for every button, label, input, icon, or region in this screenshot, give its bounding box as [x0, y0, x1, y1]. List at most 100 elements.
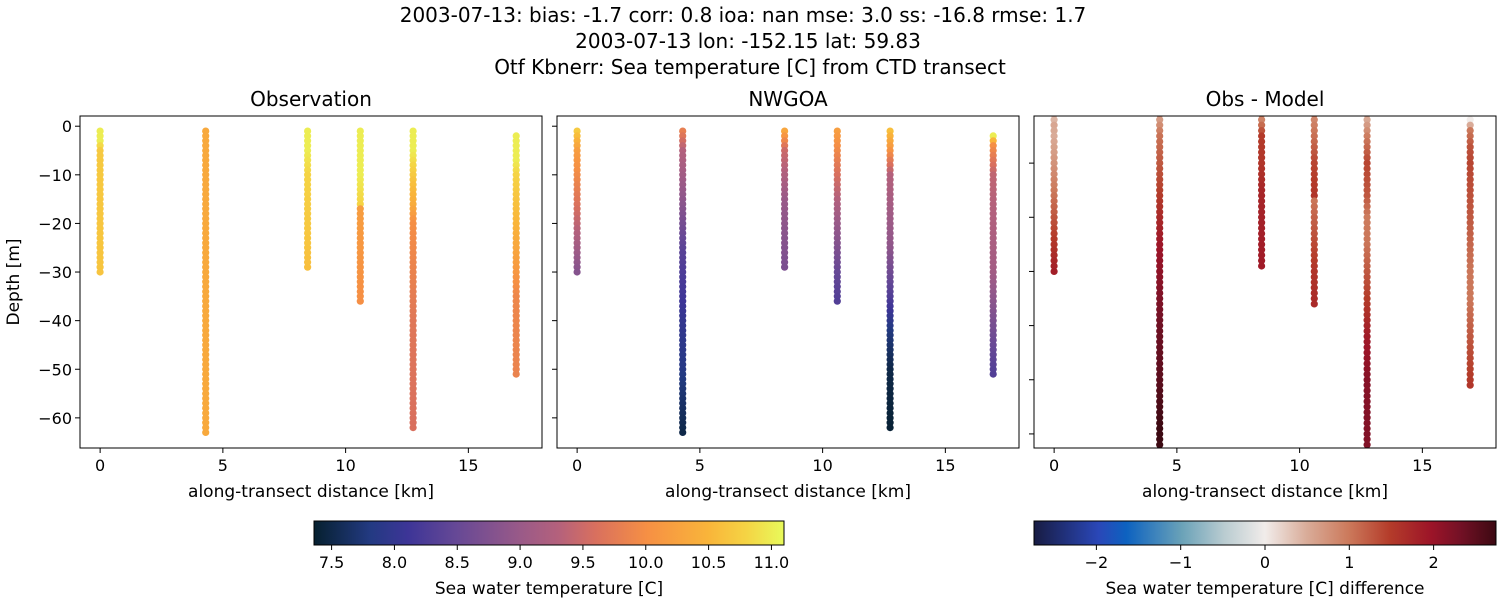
panel-title-observation: Observation — [250, 87, 372, 111]
data-point-station-5 — [1363, 262, 1371, 270]
data-point-station-4 — [1310, 273, 1318, 281]
data-point-station-2 — [1156, 235, 1164, 243]
x-tick-label: 15 — [1412, 456, 1432, 475]
data-point-station-2 — [1156, 430, 1164, 438]
data-point-station-6 — [1466, 376, 1474, 384]
data-point-station-2 — [1156, 164, 1164, 173]
data-point-station-2 — [1156, 327, 1164, 335]
data-point-station-2 — [1156, 300, 1164, 308]
x-tick-label: 15 — [935, 456, 955, 475]
data-point-station-2 — [1156, 143, 1164, 151]
data-point-station-6 — [1466, 170, 1474, 178]
data-point-station-2 — [1156, 387, 1164, 395]
data-point-station-4 — [1310, 240, 1318, 248]
data-point-station-2 — [1156, 257, 1164, 265]
data-point-station-5 — [1363, 246, 1371, 254]
data-point-station-2 — [1156, 441, 1164, 448]
data-point-station-1 — [1050, 208, 1058, 216]
data-point-station-6 — [1466, 164, 1474, 173]
data-point-station-2 — [679, 428, 687, 436]
data-point-station-5 — [1363, 208, 1371, 216]
data-point-station-5 — [1363, 148, 1371, 156]
data-point-station-6 — [1466, 251, 1474, 259]
data-point-station-6 — [1466, 349, 1474, 357]
data-point-station-6 — [1466, 208, 1474, 216]
colorbar-tick-label: 0 — [1260, 553, 1270, 572]
data-point-station-6 — [1466, 219, 1474, 227]
x-tick-label: 5 — [1172, 456, 1182, 475]
y-tick-label: −60 — [38, 409, 72, 428]
data-point-station-1 — [1050, 143, 1058, 151]
data-point-station-6 — [512, 370, 520, 378]
data-point-station-2 — [1156, 213, 1164, 221]
data-point-station-2 — [1156, 246, 1164, 254]
data-point-station-2 — [1156, 392, 1164, 400]
x-tick-label: 5 — [695, 456, 705, 475]
data-point-station-6 — [1466, 359, 1474, 368]
data-point-station-3 — [1258, 213, 1266, 221]
x-tick-label: 5 — [218, 456, 228, 475]
data-point-station-5 — [1363, 311, 1371, 319]
data-point-station-2 — [1156, 354, 1164, 362]
data-point-station-4 — [1310, 235, 1318, 243]
data-point-station-1 — [1050, 262, 1058, 270]
data-point-station-3 — [1258, 229, 1266, 238]
data-point-station-2 — [1156, 419, 1164, 427]
data-point-station-3 — [304, 263, 312, 271]
data-point-station-1 — [96, 268, 104, 276]
y-tick-label: −50 — [38, 360, 72, 379]
data-point-station-6 — [1466, 186, 1474, 194]
data-point-station-6 — [1466, 240, 1474, 248]
data-point-station-4 — [1310, 219, 1318, 227]
data-point-station-5 — [1363, 294, 1371, 303]
data-point-station-6 — [1466, 192, 1474, 200]
data-point-station-6 — [1466, 257, 1474, 265]
data-point-station-3 — [1258, 116, 1266, 124]
data-point-station-5 — [1363, 419, 1371, 427]
scatter-points — [573, 127, 997, 436]
data-point-station-1 — [1050, 148, 1058, 156]
data-point-station-6 — [1466, 338, 1474, 346]
data-point-station-2 — [1156, 414, 1164, 422]
data-point-station-2 — [1156, 311, 1164, 319]
data-point-station-2 — [1156, 197, 1164, 205]
data-point-station-1 — [1050, 251, 1058, 259]
data-point-station-6 — [1466, 300, 1474, 308]
data-point-station-5 — [1363, 338, 1371, 346]
data-point-station-5 — [1363, 273, 1371, 281]
data-point-station-6 — [1466, 289, 1474, 297]
data-point-station-1 — [573, 268, 581, 276]
data-point-station-3 — [1258, 257, 1266, 265]
scatter-points — [96, 127, 520, 436]
data-point-station-5 — [1363, 154, 1371, 162]
x-tick-label: 10 — [335, 456, 355, 475]
data-point-station-2 — [1156, 332, 1164, 340]
data-point-station-2 — [1156, 121, 1164, 129]
data-point-station-3 — [1258, 197, 1266, 205]
x-tick-label: 0 — [95, 456, 105, 475]
data-point-station-6 — [1466, 311, 1474, 319]
data-point-station-3 — [1258, 202, 1266, 210]
data-point-station-4 — [1310, 197, 1318, 205]
data-point-station-5 — [1363, 251, 1371, 259]
data-point-station-6 — [1466, 235, 1474, 243]
data-point-station-3 — [1258, 148, 1266, 156]
data-point-station-5 — [1363, 349, 1371, 357]
data-point-station-2 — [1156, 322, 1164, 330]
data-point-station-6 — [1466, 202, 1474, 210]
data-point-station-6 — [1466, 365, 1474, 373]
x-tick-label: 0 — [1049, 456, 1059, 475]
data-point-station-2 — [1156, 365, 1164, 373]
data-point-station-5 — [886, 424, 894, 432]
data-point-station-4 — [1310, 208, 1318, 216]
data-point-station-5 — [1363, 229, 1371, 238]
data-point-station-2 — [1156, 408, 1164, 416]
data-point-station-4 — [833, 297, 841, 305]
data-point-station-2 — [1156, 202, 1164, 210]
colorbar-tick-label: 8.5 — [445, 553, 470, 572]
data-point-station-6 — [1466, 116, 1474, 124]
data-point-station-5 — [1363, 397, 1371, 405]
figure-title-line-2: 2003-07-13 lon: -152.15 lat: 59.83 — [575, 29, 921, 53]
scatter-points — [1050, 116, 1474, 448]
